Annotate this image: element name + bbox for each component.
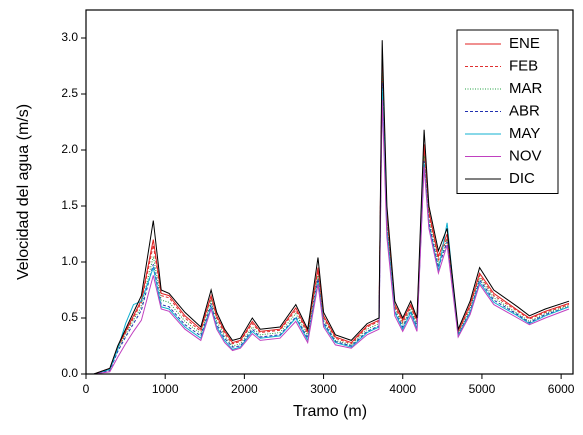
legend-label: ENE: [509, 35, 540, 52]
y-tick-label: 0.0: [61, 366, 78, 380]
legend-label: NOV: [509, 147, 542, 164]
y-tick-label: 1.0: [61, 254, 78, 268]
y-axis-label: Velocidad del agua (m/s): [15, 104, 32, 280]
y-tick-label: 1.5: [61, 198, 78, 212]
plot-frame: [85, 9, 574, 375]
y-tick-label: 0.5: [61, 310, 78, 324]
x-tick-label: 1000: [152, 382, 179, 396]
series-line: [93, 60, 570, 375]
legend-label: MAR: [509, 80, 543, 97]
series-line: [93, 99, 570, 375]
x-tick-label: 4000: [389, 382, 416, 396]
y-tick-label: 2.0: [61, 142, 78, 156]
legend-label: ABR: [509, 102, 540, 119]
series-line: [93, 40, 570, 375]
legend-label: FEB: [509, 57, 538, 74]
y-tick-label: 3.0: [61, 30, 78, 44]
x-tick-label: 2000: [231, 382, 258, 396]
y-tick-label: 2.5: [61, 86, 78, 100]
legend-label: MAY: [509, 125, 540, 142]
x-tick-label: 6000: [548, 382, 575, 396]
x-tick-label: 3000: [310, 382, 337, 396]
x-axis-label: Tramo (m): [293, 403, 367, 420]
x-tick-label: 0: [83, 382, 90, 396]
x-tick-label: 5000: [469, 382, 496, 396]
series-line: [93, 82, 570, 375]
legend-label: DIC: [509, 170, 535, 187]
legend-box: [456, 29, 559, 194]
